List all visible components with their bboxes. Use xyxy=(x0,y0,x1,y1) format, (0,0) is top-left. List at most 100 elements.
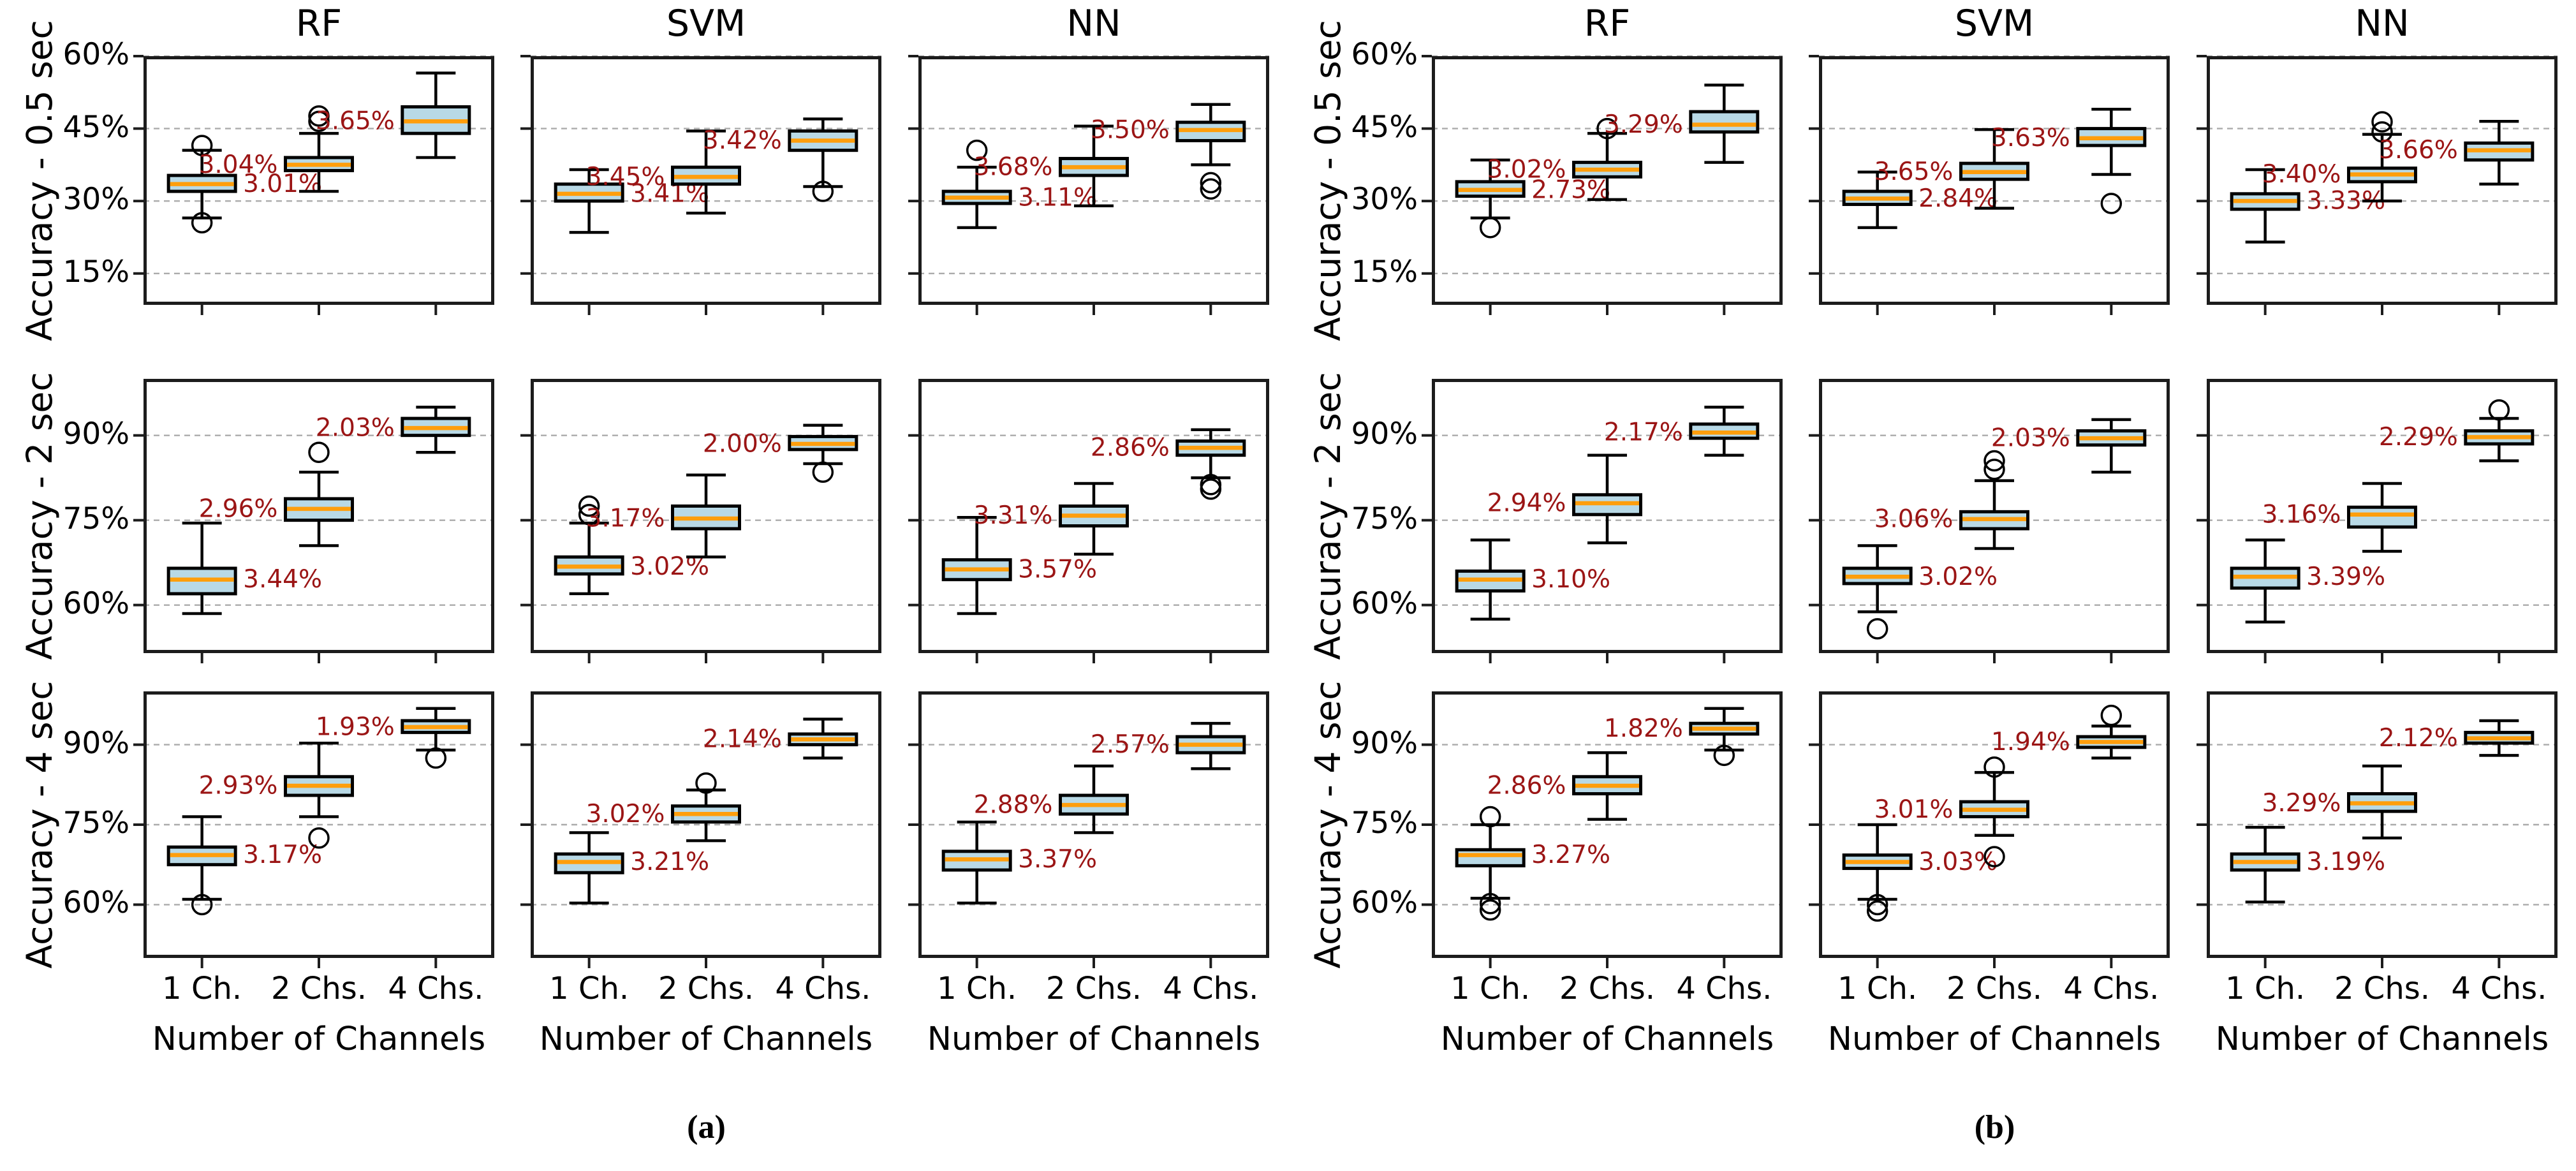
outlier-point xyxy=(1479,806,1501,828)
iqr-box xyxy=(2347,505,2417,529)
box-1ch: 2.84% xyxy=(1842,170,1998,230)
y-tick-label: 60% xyxy=(63,885,129,921)
std-annotation: 3.19% xyxy=(2306,848,2385,876)
plot-border xyxy=(1819,56,2170,305)
std-annotation: 3.02% xyxy=(1487,155,1566,184)
box-4chs: 2.12% xyxy=(2379,719,2535,757)
std-annotation: 2.00% xyxy=(703,429,782,458)
plot-border xyxy=(1432,691,1783,958)
column-title: RF xyxy=(295,3,342,45)
outlier-point xyxy=(1984,846,2005,867)
x-tick-label: 4 Chs. xyxy=(2451,971,2547,1006)
std-annotation: 3.37% xyxy=(1018,845,1097,874)
outlier-point xyxy=(2100,704,2123,726)
std-annotation: 3.40% xyxy=(2262,160,2341,189)
std-annotation: 3.29% xyxy=(1604,110,1683,139)
subplot-panelb-row3-nn: 3.19% 3.29% 2.12% xyxy=(2197,691,2558,968)
box-1ch: 3.21% xyxy=(554,831,709,905)
outlier-point xyxy=(308,110,330,132)
std-annotation: 3.42% xyxy=(703,126,782,155)
subplot-panela-row3-rf: 3.17% 2.93% 1.93% xyxy=(133,691,494,968)
plot-border xyxy=(918,56,1269,305)
y-tick-label: 30% xyxy=(1351,182,1418,217)
std-annotation: 2.17% xyxy=(1604,418,1683,447)
outlier-point xyxy=(2100,193,2123,214)
outlier-point xyxy=(2371,111,2393,133)
outlier-point xyxy=(1596,117,1618,140)
std-annotation: 3.17% xyxy=(586,504,665,533)
box-1ch: 3.02% xyxy=(554,495,709,596)
box-4chs: 3.63% xyxy=(1991,108,2147,214)
box-4chs: 1.82% xyxy=(1604,707,1760,767)
column-title: RF xyxy=(1584,3,1631,45)
y-tick-label: 45% xyxy=(1351,109,1418,145)
outlier-point xyxy=(1200,474,1222,496)
subplot-panela-row3-nn: 3.37% 2.88% 2.57% xyxy=(908,691,1269,968)
x-tick-label: 2 Chs. xyxy=(1559,971,1655,1006)
std-annotation: 3.39% xyxy=(2306,563,2385,591)
plot-border xyxy=(1819,379,2170,653)
outlier-point xyxy=(308,441,330,464)
column-title: SVM xyxy=(666,3,746,45)
box-4chs: 3.66% xyxy=(2379,119,2535,186)
x-tick-label: 1 Ch. xyxy=(937,971,1017,1006)
column-title: SVM xyxy=(1954,3,2035,45)
y-tick-label: 45% xyxy=(63,109,129,145)
std-annotation: 3.02% xyxy=(586,800,665,829)
outlier-point xyxy=(425,747,447,769)
box-2chs: 3.31% xyxy=(974,482,1129,556)
x-axis-label: Number of Channels xyxy=(539,1020,873,1058)
column-title: NN xyxy=(1066,3,1121,45)
box-2chs: 2.94% xyxy=(1487,453,1642,545)
plot-border xyxy=(1432,56,1783,305)
panel-caption: (b) xyxy=(1974,1109,2015,1145)
outlier-point xyxy=(1479,217,1501,239)
box-1ch: 3.19% xyxy=(2230,825,2385,904)
subplot-panelb-row1-rf: 2.73%3.02%3.29% xyxy=(1422,55,1783,315)
std-annotation: 2.93% xyxy=(199,771,278,800)
std-annotation: 3.66% xyxy=(2379,136,2458,165)
y-tick-label: 15% xyxy=(1351,254,1418,290)
std-annotation: 1.82% xyxy=(1604,714,1683,743)
y-tick-label: 15% xyxy=(63,254,129,290)
box-4chs: 2.29% xyxy=(2379,399,2535,462)
x-tick-label: 1 Ch. xyxy=(1450,971,1531,1006)
box-2chs: 2.88% xyxy=(974,764,1129,834)
box-4chs: 1.94% xyxy=(1991,704,2147,760)
subplot-panela-row1-rf: 3.01%3.04% 3.65% xyxy=(133,55,494,315)
box-4chs: 2.57% xyxy=(1091,721,1246,770)
subplot-panelb-row1-nn: 3.33%3.40%3.66% xyxy=(2197,55,2558,315)
x-tick-label: 1 Ch. xyxy=(2225,971,2306,1006)
plot-border xyxy=(531,379,881,653)
y-tick-label: 75% xyxy=(1351,806,1418,841)
box-1ch: 3.37% xyxy=(941,820,1097,905)
box-1ch: 3.27% xyxy=(1455,806,1610,921)
std-annotation: 3.03% xyxy=(1918,848,1998,876)
y-tick-label: 75% xyxy=(1351,501,1418,536)
box-4chs: 2.17% xyxy=(1604,406,1760,457)
std-annotation: 3.50% xyxy=(1091,115,1170,144)
plot-border xyxy=(144,56,494,305)
std-annotation: 3.27% xyxy=(1531,841,1610,869)
std-annotation: 3.65% xyxy=(1874,158,1954,186)
box-2chs: 3.65% xyxy=(1874,128,2029,210)
box-2chs: 3.06% xyxy=(1874,450,2029,550)
column-title: NN xyxy=(2355,3,2410,45)
outlier-point xyxy=(578,495,600,517)
std-annotation: 3.44% xyxy=(243,565,322,594)
subplot-panela-row1-nn: 3.11%3.68% 3.50% xyxy=(908,55,1269,315)
std-annotation: 3.04% xyxy=(199,151,278,179)
std-annotation: 1.94% xyxy=(1991,728,2070,756)
std-annotation: 3.01% xyxy=(1874,795,1954,824)
subplot-panelb-row2-rf: 3.10% 2.94% 2.17% xyxy=(1422,379,1783,663)
outlier-point xyxy=(1200,172,1222,194)
std-annotation: 3.02% xyxy=(1918,563,1998,591)
subplot-panelb-row2-nn: 3.39% 3.16% 2.29% xyxy=(2197,379,2558,663)
box-2chs: 2.93% xyxy=(199,741,354,849)
box-1ch: 3.39% xyxy=(2230,538,2385,624)
plot-border xyxy=(531,691,881,958)
y-tick-label: 30% xyxy=(63,182,129,217)
outlier-point xyxy=(1984,459,2005,480)
outlier-point xyxy=(1200,478,1222,500)
box-2chs: 3.01% xyxy=(1874,756,2029,867)
